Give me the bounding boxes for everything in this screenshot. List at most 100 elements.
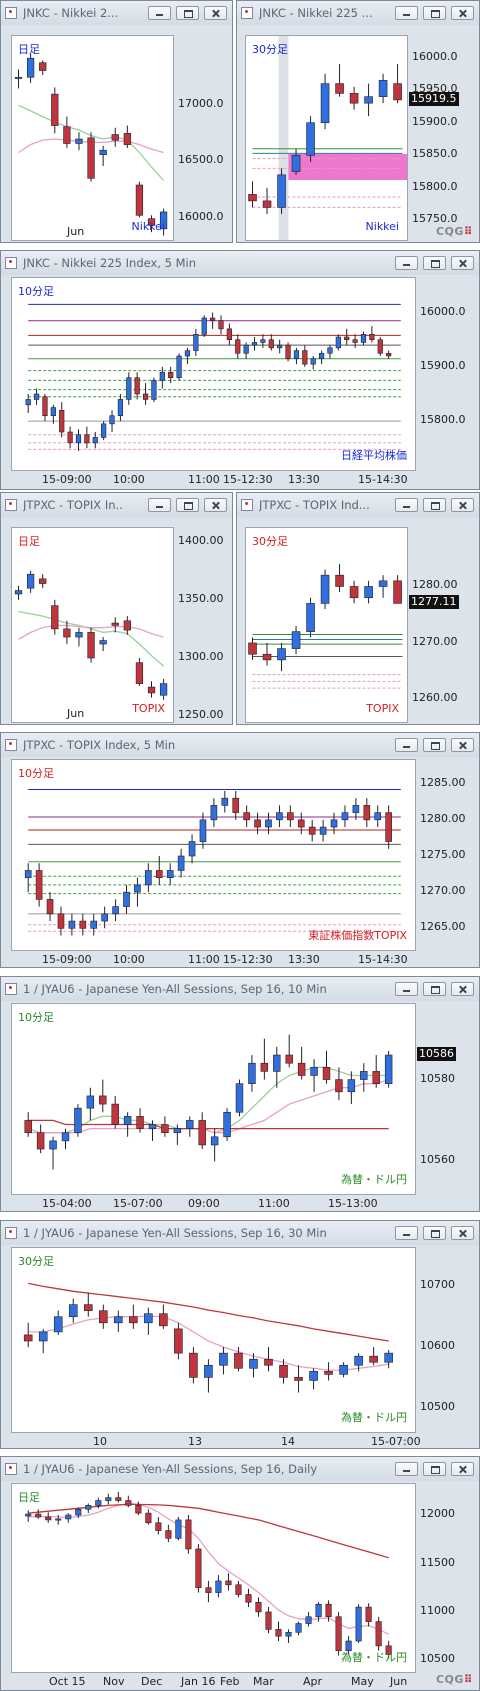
maximize-icon[interactable] — [176, 6, 199, 20]
candle — [221, 790, 229, 813]
window-title: 1 / JYAU6 - Japanese Yen-All Sessions, S… — [23, 1226, 327, 1240]
title-bar[interactable]: JTPXC - TOPIX Ind... — [237, 493, 479, 517]
plot-area[interactable]: 10分足 日経平均株価 — [11, 277, 416, 471]
candle — [315, 1602, 322, 1622]
chart-window[interactable]: JNKC - Nikkei 225 ... 30分足 Nikkei 16000.0 15… — [236, 0, 480, 243]
plot-area[interactable]: 10分足 為替・ドル円 — [11, 1003, 416, 1195]
x-tick-label: Oct 15 — [49, 1675, 86, 1688]
title-bar[interactable]: JTPXC - TOPIX In... — [1, 493, 232, 517]
y-tick-label: 10600 — [420, 1339, 455, 1353]
window-title: JNKC - Nikkei 2... — [23, 6, 119, 20]
title-bar[interactable]: 1 / JYAU6 - Japanese Yen-All Sessions, S… — [1, 977, 479, 1001]
candle — [265, 1607, 272, 1634]
maximize-icon[interactable] — [423, 1462, 446, 1476]
y-tick-label: 10560 — [420, 1153, 455, 1167]
chart-window[interactable]: JNKC - Nikkei 225 Index, 5 Min 10分足 日経平均株価… — [0, 250, 480, 490]
candle — [369, 1347, 378, 1366]
x-tick-label: 15-14:30 — [358, 473, 408, 486]
minimize-icon[interactable] — [395, 6, 418, 20]
close-icon[interactable] — [204, 6, 227, 20]
instrument-label: 東証株価指数TOPIX — [308, 929, 407, 942]
instrument-label: Nikkei — [365, 220, 399, 233]
close-icon[interactable] — [451, 1226, 474, 1240]
candle — [159, 208, 168, 236]
candle — [285, 342, 291, 362]
close-icon[interactable] — [204, 498, 227, 512]
window-app-icon — [241, 7, 253, 19]
candle — [345, 1636, 352, 1655]
candle — [377, 337, 383, 356]
title-bar[interactable]: JNKC - Nikkei 225 ... — [237, 1, 479, 25]
window-title: 1 / JYAU6 - Japanese Yen-All Sessions, S… — [23, 982, 327, 996]
candle — [386, 350, 392, 359]
plot-area[interactable]: 日足 Nikkei — [11, 35, 174, 241]
period-label: 日足 — [18, 1491, 40, 1504]
price-chart — [248, 563, 403, 689]
candle — [364, 83, 373, 117]
close-icon[interactable] — [451, 738, 474, 752]
title-bar[interactable]: JTPXC - TOPIX Index, 5 Min — [1, 733, 479, 757]
title-bar[interactable]: 1 / JYAU6 - Japanese Yen-All Sessions, S… — [1, 1221, 479, 1245]
close-icon[interactable] — [451, 498, 474, 512]
price-chart — [24, 1034, 393, 1170]
minimize-icon[interactable] — [395, 256, 418, 270]
plot-area[interactable]: 10分足 東証株価指数TOPIX — [11, 759, 416, 951]
candle — [264, 1347, 273, 1372]
chart-window[interactable]: 1 / JYAU6 - Japanese Yen-All Sessions, S… — [0, 1220, 480, 1449]
candle — [166, 863, 174, 885]
candle — [123, 125, 131, 148]
y-tick-label: 1275.00 — [420, 848, 466, 861]
chart-window[interactable]: JNKC - Nikkei 2... 日足 Nikkei 17000.0 16500.0… — [0, 0, 233, 243]
minimize-icon[interactable] — [395, 1462, 418, 1476]
chart-window[interactable]: JTPXC - TOPIX Ind... 30分足 TOPIX 1280.00 1270… — [236, 492, 480, 725]
candle — [297, 1046, 306, 1080]
chart-window[interactable]: 1 / JYAU6 - Japanese Yen-All Sessions, S… — [0, 1456, 480, 1691]
candle — [74, 1104, 82, 1137]
x-month-label: Jun — [67, 707, 85, 720]
chart-window[interactable]: JTPXC - TOPIX Index, 5 Min 10分足 東証株価指数TOPI… — [0, 732, 480, 968]
title-bar[interactable]: JNKC - Nikkei 225 Index, 5 Min — [1, 251, 479, 275]
plot-area[interactable]: 30分足 Nikkei — [245, 35, 408, 241]
moving-average-line — [28, 1078, 389, 1134]
candle — [360, 331, 367, 346]
title-bar[interactable]: 1 / JYAU6 - Japanese Yen-All Sessions, S… — [1, 1457, 479, 1481]
window-title: JTPXC - TOPIX Ind... — [259, 498, 370, 512]
candle — [309, 1368, 318, 1390]
maximize-icon[interactable] — [423, 1226, 446, 1240]
maximize-icon[interactable] — [423, 982, 446, 996]
plot-area[interactable]: 日足 TOPIX — [11, 527, 174, 723]
candle — [205, 1580, 212, 1603]
title-bar[interactable]: JNKC - Nikkei 2... — [1, 1, 232, 25]
candle — [219, 1347, 228, 1375]
candle — [42, 394, 48, 422]
minimize-icon[interactable] — [395, 498, 418, 512]
maximize-icon[interactable] — [423, 6, 446, 20]
maximize-icon[interactable] — [423, 256, 446, 270]
chart-window[interactable]: JTPXC - TOPIX In... 日足 TOPIX 1400.00 1350.00… — [0, 492, 233, 725]
close-icon[interactable] — [451, 1462, 474, 1476]
chart-window[interactable]: 1 / JYAU6 - Japanese Yen-All Sessions, S… — [0, 976, 480, 1212]
candle — [99, 637, 107, 652]
minimize-icon[interactable] — [395, 982, 418, 996]
minimize-icon[interactable] — [148, 498, 171, 512]
candle — [318, 350, 325, 365]
maximize-icon[interactable] — [176, 498, 199, 512]
minimize-icon[interactable] — [148, 6, 171, 20]
close-icon[interactable] — [451, 982, 474, 996]
x-tick-label: Nov — [103, 1675, 125, 1688]
minimize-icon[interactable] — [395, 738, 418, 752]
x-tick-label: 13:30 — [288, 473, 320, 486]
maximize-icon[interactable] — [423, 498, 446, 512]
close-icon[interactable] — [451, 6, 474, 20]
plot-area[interactable]: 30分足 為替・ドル円 — [11, 1247, 416, 1433]
maximize-icon[interactable] — [423, 738, 446, 752]
y-tick-label: 16500.0 — [178, 153, 224, 167]
candle — [176, 353, 182, 381]
close-icon[interactable] — [451, 256, 474, 270]
plot-area[interactable]: 日足 為替・ドル円 — [11, 1483, 416, 1673]
moving-average-line — [18, 624, 164, 640]
candle — [305, 1611, 312, 1627]
candle — [65, 1513, 72, 1523]
plot-area[interactable]: 30分足 TOPIX — [245, 527, 408, 723]
minimize-icon[interactable] — [395, 1226, 418, 1240]
